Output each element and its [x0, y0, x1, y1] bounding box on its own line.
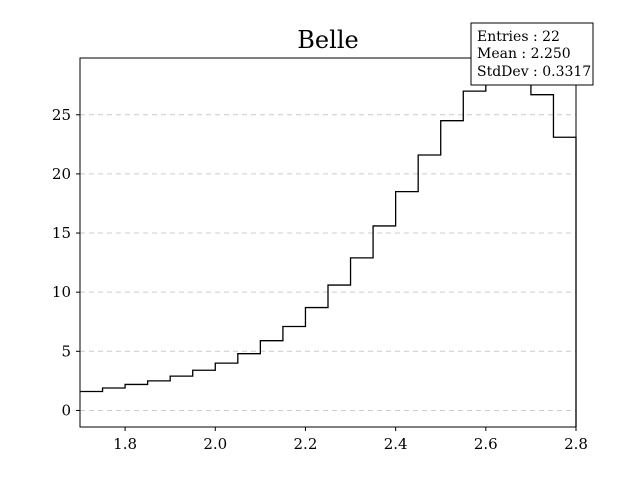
x-tick-label: 2.6 [474, 435, 498, 453]
y-tick-label: 20 [52, 165, 71, 183]
x-tick-label: 2.2 [294, 435, 318, 453]
y-tick-label: 5 [61, 342, 71, 360]
y-tick-label: 0 [61, 401, 71, 419]
y-tick-label: 15 [52, 224, 71, 242]
chart-title: Belle [297, 26, 358, 54]
x-tick-label: 2.8 [564, 435, 588, 453]
y-tick-label: 10 [52, 283, 71, 301]
x-tick-label: 2.0 [203, 435, 227, 453]
x-tick-label: 2.4 [384, 435, 408, 453]
plot-area-frame [79, 57, 577, 428]
x-tick-label: 1.8 [113, 435, 137, 453]
grid-lines [80, 114, 576, 411]
stats-box-frame [470, 22, 594, 86]
y-tick-label: 25 [52, 106, 71, 124]
x-axis: 1.8 2.0 2.2 2.4 2.6 2.8 [113, 427, 588, 453]
histogram-step-line [80, 63, 577, 427]
stats-stddev: StdDev : 0.3317 [477, 64, 591, 80]
y-axis: 0 5 10 15 20 25 [52, 106, 80, 419]
stats-mean: Mean : 2.250 [477, 46, 571, 62]
stats-box: Entries : 22 Mean : 2.250 StdDev : 0.331… [470, 22, 594, 86]
stats-entries: Entries : 22 [477, 29, 560, 45]
